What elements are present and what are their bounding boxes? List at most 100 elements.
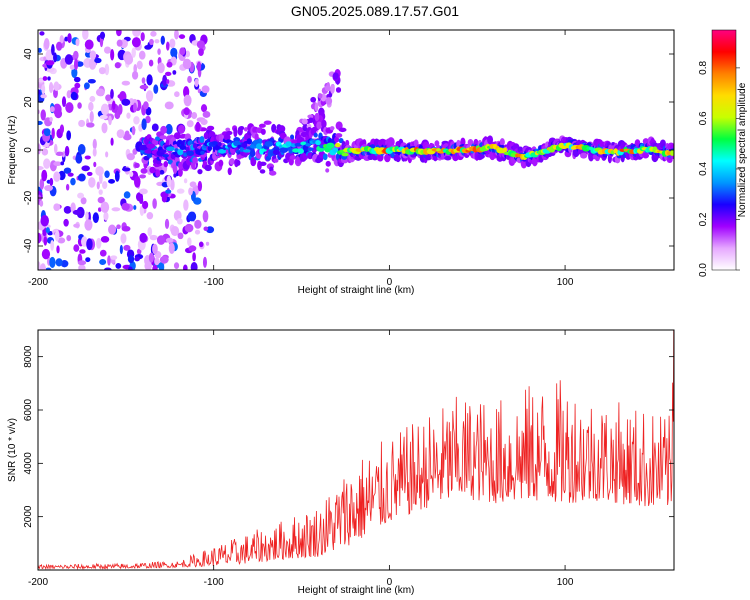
spectrogram-streak-blob xyxy=(307,114,314,119)
spectrogram-noise-blob xyxy=(97,207,102,212)
spectrogram-noise-blob xyxy=(183,94,192,107)
spectrogram-noise-blob xyxy=(100,201,110,213)
spectrogram-ridge-halo xyxy=(520,159,527,169)
spectrogram-noise-blob xyxy=(63,206,72,214)
spectrogram-noise-blob xyxy=(38,232,42,244)
spectrogram-noise-blob xyxy=(201,85,210,94)
spectrogram-noise-blob xyxy=(96,237,102,249)
spectrogram-noise-blob xyxy=(108,224,117,235)
spectrogram-noise-blob xyxy=(183,264,188,270)
spectrogram-noise-blob xyxy=(110,88,114,99)
spectrogram-ridge-halo xyxy=(195,121,201,132)
spectrogram-noise-blob xyxy=(89,95,96,102)
spectrogram-noise-blob xyxy=(38,47,42,53)
spectrogram-noise-blob xyxy=(100,235,110,243)
spectrogram-noise-blob xyxy=(128,266,133,270)
spectrogram-noise-blob xyxy=(104,170,110,178)
spectrogram-noise-blob xyxy=(120,233,127,244)
spectrogram-noise-blob xyxy=(139,232,148,243)
spectrogram-noise-blob xyxy=(159,169,165,175)
spectrogram-noise-blob xyxy=(174,30,179,40)
spectrogram-noise-blob xyxy=(103,267,112,270)
spectrogram-noise-blob xyxy=(63,218,69,227)
spectrogram-noise-blob xyxy=(56,245,60,254)
spectrogram-noise-blob xyxy=(40,214,49,227)
spectrogram-noise-blob xyxy=(105,151,109,158)
spectrogram-noise-blob xyxy=(60,161,65,166)
spectrogram-ridge-core xyxy=(272,149,280,155)
spectrogram-noise-blob xyxy=(166,79,170,84)
spectrogram-noise-blob xyxy=(80,197,87,205)
spectrogram-ylabel: Frequency (Hz) xyxy=(7,116,18,185)
spectrogram-noise-blob xyxy=(202,111,211,118)
spectrogram-noise-blob xyxy=(121,202,130,211)
spectrogram-noise-blob xyxy=(169,38,176,49)
spectrogram-noise-blob xyxy=(66,234,72,242)
spectrogram-noise-blob xyxy=(49,106,55,113)
spectrogram-noise-blob xyxy=(121,167,131,172)
spectrogram-ridge-core xyxy=(170,153,176,160)
spectrogram-noise-blob xyxy=(86,171,93,176)
spectrogram-noise-blob xyxy=(200,118,208,126)
spectrogram-noise-blob xyxy=(191,112,198,119)
spectrogram-noise-blob xyxy=(110,48,115,61)
spectrogram-noise-blob xyxy=(64,36,69,42)
spectrogram-noise-blob xyxy=(194,78,199,88)
spectrogram-noise-blob xyxy=(123,244,131,251)
spectrogram-ridge-core xyxy=(159,149,167,153)
spectrogram-noise-blob xyxy=(70,177,76,186)
spectrogram-noise-blob xyxy=(78,264,86,270)
spectrogram-noise-blob xyxy=(47,76,51,81)
spectrogram-ridge-core xyxy=(326,142,335,149)
colorbar-tick-label: 0.4 xyxy=(698,162,709,176)
spectrogram-ridge-halo xyxy=(460,137,466,147)
spectrogram-noise-blob xyxy=(134,162,140,169)
spectrogram-noise-blob xyxy=(99,249,107,257)
spectrogram-noise-blob xyxy=(131,70,139,80)
spectrogram-noise-blob xyxy=(143,101,149,110)
spectrogram-noise-blob xyxy=(89,110,94,123)
spectrogram-noise-blob xyxy=(105,94,112,102)
spectrogram-noise-blob xyxy=(55,151,64,157)
x-tick-label: -100 xyxy=(204,577,224,588)
spectrogram-ridge-core xyxy=(144,149,153,154)
spectrogram-ridge-core xyxy=(242,149,251,153)
spectrogram-ridge-core xyxy=(215,144,220,151)
spectrogram-noise-blob xyxy=(39,31,45,36)
spectrogram-noise-blob xyxy=(55,258,63,267)
spectrogram-ridge-halo xyxy=(329,126,335,131)
spectrogram-ridge-halo xyxy=(173,132,181,140)
spectrogram-noise-blob xyxy=(75,154,83,164)
spectrogram-ridge-core xyxy=(139,144,148,151)
snr-ylabel: SNR (10 * v/v) xyxy=(7,418,18,482)
spectrogram-noise-blob xyxy=(114,62,121,69)
spectrogram-noise-blob xyxy=(139,195,144,205)
y-tick-label: 0 xyxy=(23,147,34,153)
spectrogram-ridge-core xyxy=(241,142,248,148)
spectrogram-noise-blob xyxy=(77,173,86,182)
spectrogram-ridge-core xyxy=(332,147,339,154)
spectrogram-noise-blob xyxy=(183,178,188,184)
colorbar-tick-label: 0.0 xyxy=(698,263,709,277)
spectrogram-noise-blob xyxy=(202,256,207,268)
spectrogram-ridge-halo xyxy=(384,153,391,163)
colorbar-gradient xyxy=(712,30,736,270)
spectrogram-noise-blob xyxy=(42,76,48,81)
spectrogram-noise-blob xyxy=(187,75,192,84)
spectrogram-ridge-halo xyxy=(477,153,485,160)
spectrogram-ridge-halo xyxy=(160,125,167,134)
spectrogram-ridge-halo xyxy=(335,121,343,130)
spectrogram-ridge-halo xyxy=(263,120,272,125)
spectrogram-noise-blob xyxy=(116,129,125,139)
spectrogram-ridge-halo xyxy=(291,139,298,145)
spectrogram-noise-blob xyxy=(166,175,172,188)
spectrogram-streak-blob xyxy=(318,93,323,99)
spectrogram-noise-blob xyxy=(133,175,141,188)
spectrogram-noise-blob xyxy=(148,59,154,67)
spectrogram-noise-blob xyxy=(101,122,108,134)
spectrogram-noise-blob xyxy=(138,50,146,60)
spectrogram-noise-blob xyxy=(53,171,61,182)
spectrogram-ridge-halo xyxy=(178,168,183,177)
spectrogram-ridge-core xyxy=(186,150,195,156)
spectrogram-noise-blob xyxy=(57,237,66,244)
